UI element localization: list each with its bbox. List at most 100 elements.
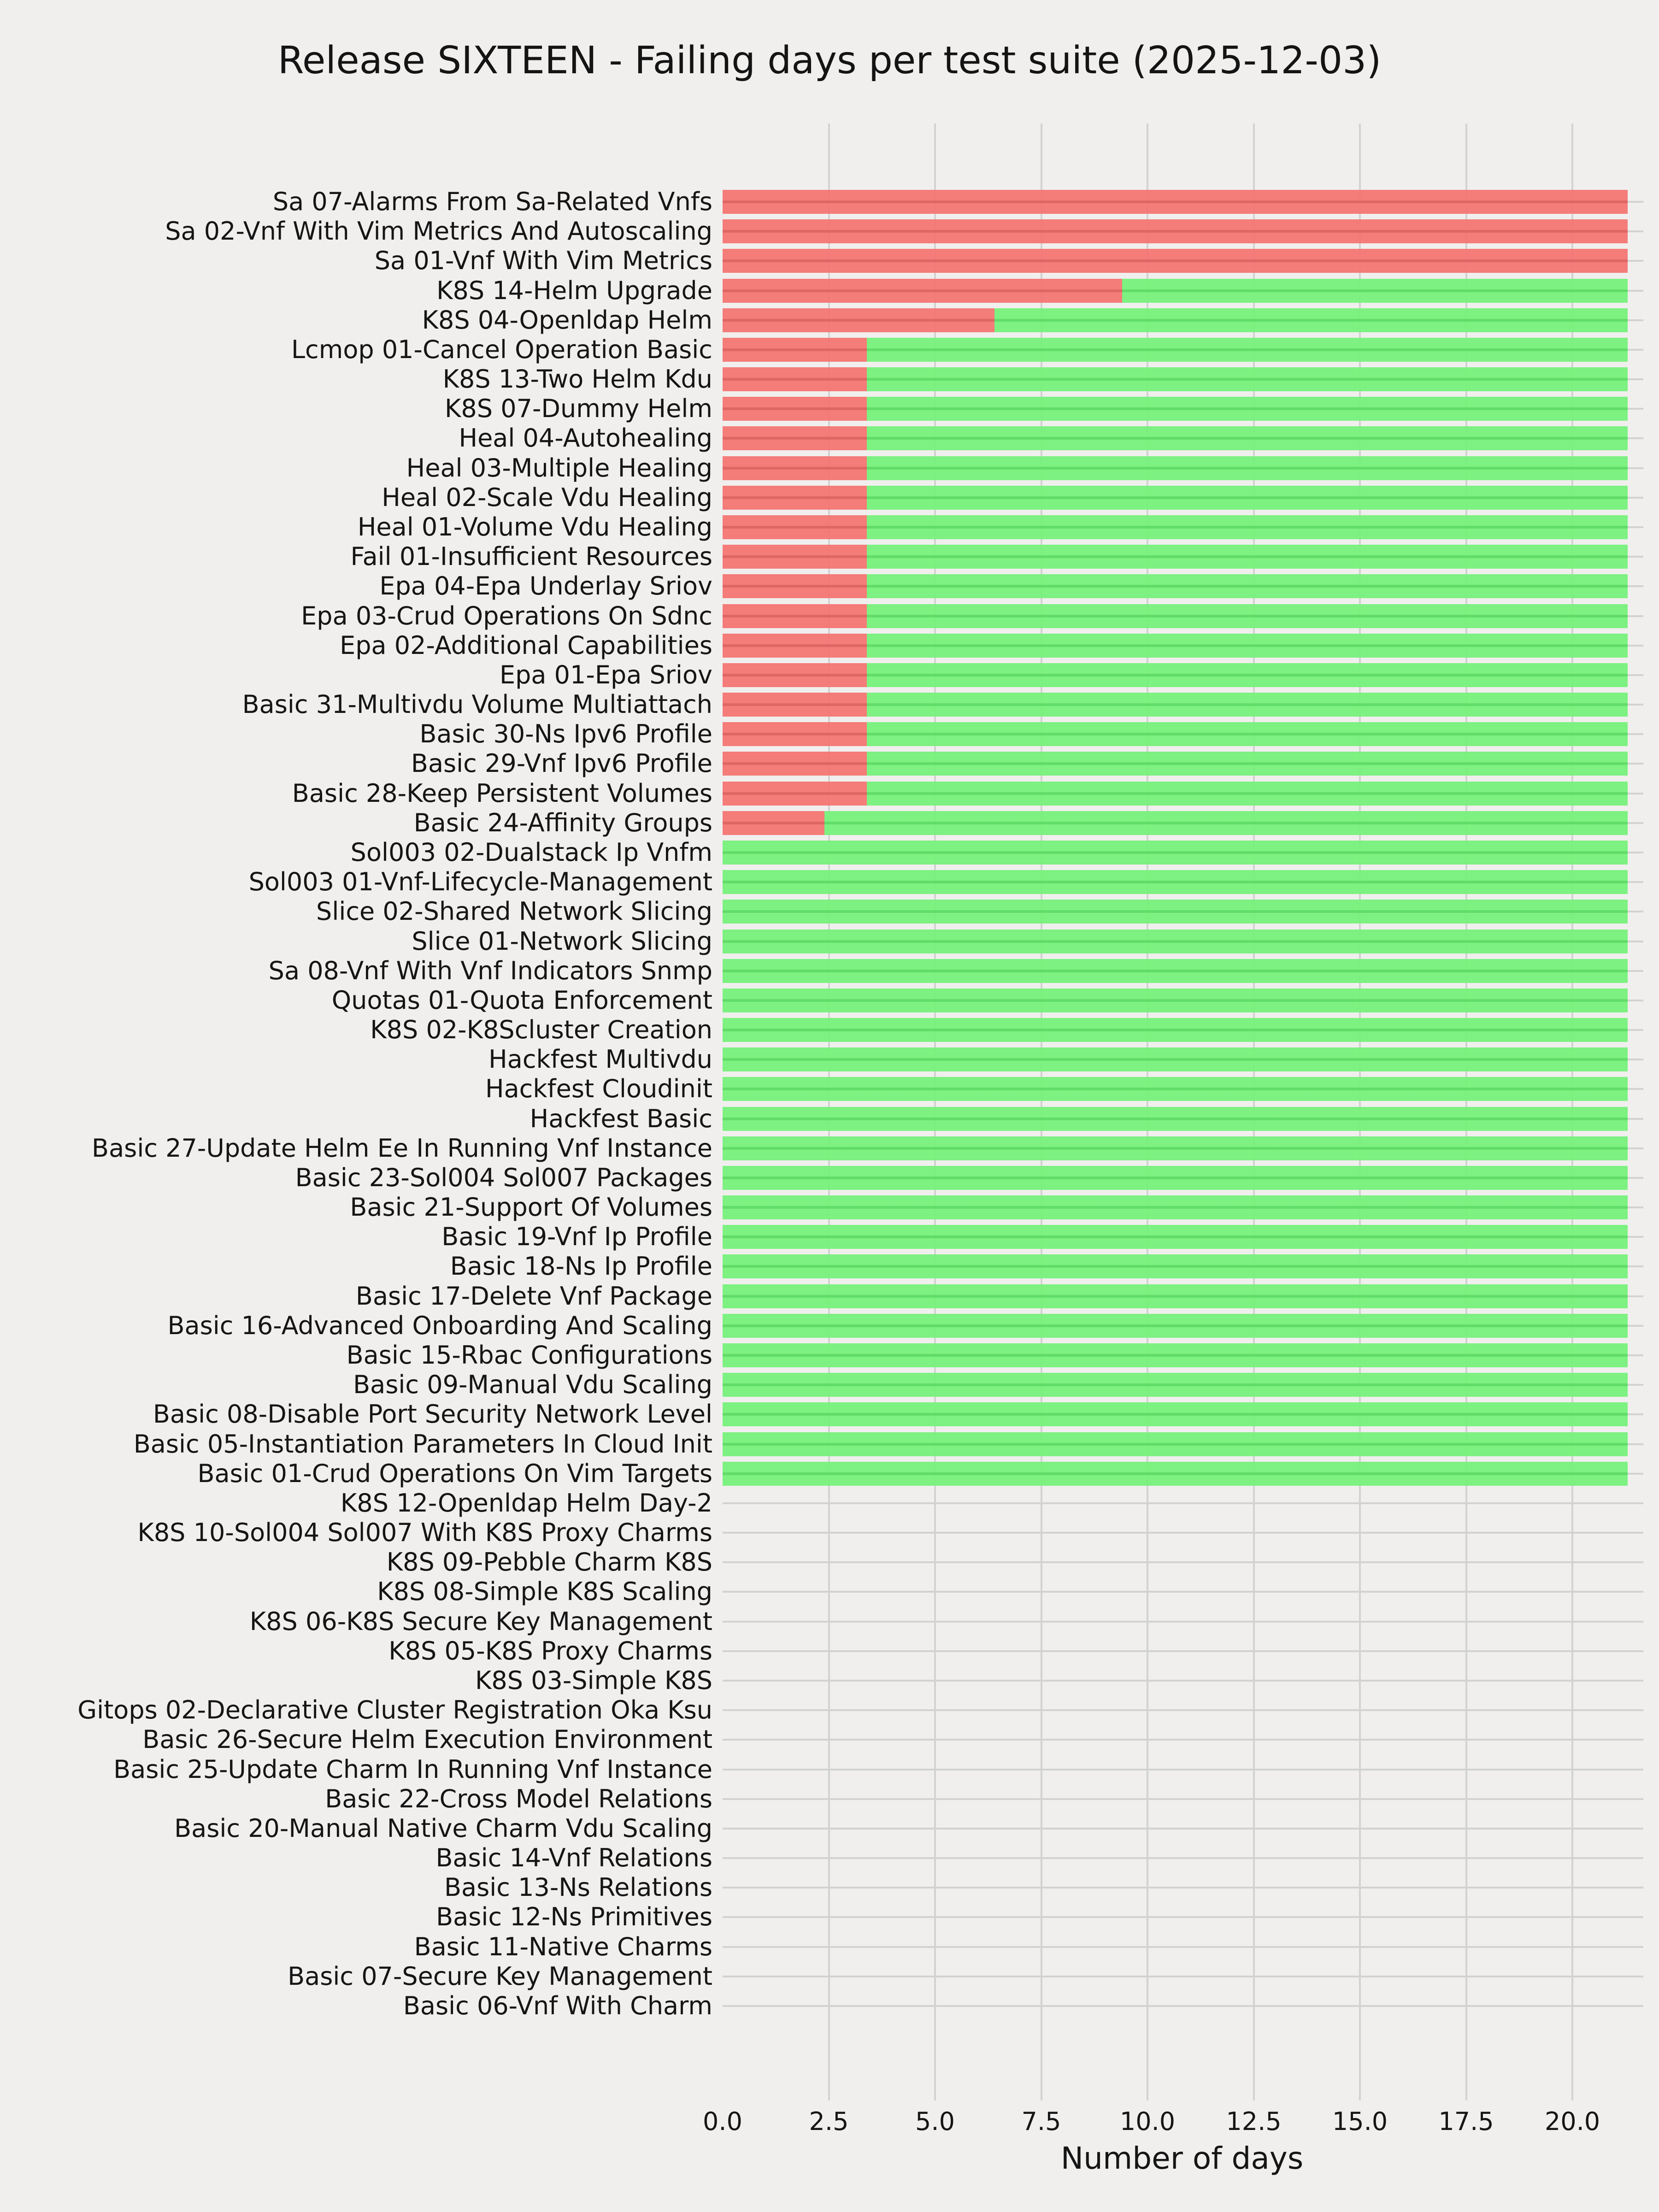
x-tick-label: 2.5 [809, 2107, 849, 2136]
y-tick-label: Lcmop 01-Cancel Operation Basic [291, 335, 712, 364]
y-tick-label: Basic 29-Vnf Ipv6 Profile [411, 749, 712, 778]
bar-failing-segment [723, 515, 867, 539]
bar-failing-segment [723, 811, 825, 835]
y-tick-label: Quotas 01-Quota Enforcement [331, 985, 712, 1015]
y-tick-label: K8S 09-Pebble Charm K8S [386, 1547, 712, 1577]
bar-passing-segment [723, 929, 1628, 953]
bar-passing-segment [867, 456, 1628, 480]
y-tick-label: Basic 26-Secure Helm Execution Environme… [142, 1725, 712, 1754]
y-tick-label: Heal 04-Autohealing [459, 424, 712, 453]
bar-failing-segment [723, 633, 867, 658]
bar-passing-segment [867, 752, 1628, 776]
bar-failing-segment [723, 722, 867, 747]
gridline-y [723, 1709, 1643, 1712]
y-tick-label: Basic 05-Instantiation Parameters In Clo… [133, 1429, 712, 1459]
y-tick-label: K8S 02-K8Scluster Creation [370, 1015, 712, 1045]
x-tick-label: 5.0 [915, 2107, 955, 2136]
y-tick-label: Sa 08-Vnf With Vnf Indicators Snmp [268, 956, 712, 985]
bar-failing-segment [723, 426, 867, 451]
y-tick-label: Basic 01-Crud Operations On Vim Targets [197, 1459, 712, 1488]
y-tick-label: K8S 14-Helm Upgrade [436, 276, 712, 305]
bar-failing-segment [723, 693, 867, 717]
x-tick-label: 20.0 [1544, 2107, 1600, 2136]
y-tick-label: Basic 20-Manual Native Charm Vdu Scaling [174, 1813, 712, 1843]
y-tick-label: Basic 27-Update Helm Ee In Running Vnf I… [92, 1133, 712, 1163]
gridline-y [723, 1857, 1643, 1859]
bar-passing-segment [867, 574, 1628, 599]
y-tick-label: K8S 07-Dummy Helm [445, 394, 712, 424]
bar-passing-segment [867, 485, 1628, 510]
bar-failing-segment [723, 781, 867, 806]
x-tick-label: 0.0 [703, 2107, 742, 2136]
y-tick-label: Epa 04-Epa Underlay Sriov [379, 571, 712, 601]
y-tick-label: K8S 10-Sol004 Sol007 With K8S Proxy Char… [137, 1518, 712, 1547]
bar-passing-segment [723, 1136, 1628, 1160]
y-tick-label: Basic 24-Affinity Groups [413, 808, 712, 837]
y-tick-label: K8S 03-Simple K8S [475, 1666, 712, 1695]
y-tick-label: Sol003 02-Dualstack Ip Vnfm [350, 837, 712, 867]
bar-passing-segment [867, 367, 1628, 392]
bar-failing-segment [723, 663, 867, 687]
bar-passing-segment [723, 1284, 1628, 1308]
y-tick-label: K8S 05-K8S Proxy Charms [388, 1636, 712, 1665]
bar-passing-segment [723, 1047, 1628, 1072]
bar-passing-segment [867, 722, 1628, 747]
bar-failing-segment [723, 249, 1628, 273]
bar-passing-segment [867, 604, 1628, 628]
x-tick-label: 7.5 [1021, 2107, 1061, 2136]
gridline-y [723, 1561, 1643, 1564]
gridline-y [723, 1916, 1643, 1918]
y-tick-label: Sol003 01-Vnf-Lifecycle-Management [248, 867, 712, 897]
gridline-y [723, 1739, 1643, 1741]
bar-failing-segment [723, 278, 1122, 303]
y-tick-label: Basic 28-Keep Persistent Volumes [292, 778, 712, 808]
gridline-y [723, 1887, 1643, 1889]
bar-passing-segment [723, 1373, 1628, 1397]
y-tick-label: K8S 13-Two Helm Kdu [442, 365, 712, 394]
y-tick-label: Basic 14-Vnf Relations [435, 1843, 713, 1873]
y-tick-label: Basic 25-Update Charm In Running Vnf Ins… [113, 1754, 712, 1784]
bar-passing-segment [723, 1313, 1628, 1338]
bar-passing-segment [723, 1165, 1628, 1190]
y-tick-label: Basic 31-Multivdu Volume Multiattach [242, 690, 712, 719]
y-tick-label: Epa 01-Epa Sriov [500, 660, 712, 689]
x-axis-title: Number of days [1060, 2141, 1304, 2176]
y-tick-label: Basic 30-Ns Ipv6 Profile [419, 719, 712, 749]
bar-passing-segment [867, 545, 1628, 569]
y-tick-label: Basic 11-Native Charms [414, 1932, 712, 1961]
y-tick-label: Basic 09-Manual Vdu Scaling [353, 1370, 712, 1400]
bar-passing-segment [824, 811, 1628, 835]
y-tick-label: Slice 02-Shared Network Slicing [316, 897, 712, 926]
gridline-y [723, 1768, 1643, 1771]
y-tick-label: Basic 06-Vnf With Charm [403, 1991, 712, 2020]
y-tick-label: K8S 08-Simple K8S Scaling [377, 1577, 712, 1606]
bar-passing-segment [723, 1461, 1628, 1486]
y-tick-label: Heal 02-Scale Vdu Healing [382, 482, 712, 512]
bar-passing-segment [1122, 278, 1628, 303]
y-tick-label: K8S 12-Openldap Helm Day-2 [340, 1488, 712, 1518]
bar-passing-segment [723, 870, 1628, 894]
gridline-y [723, 1650, 1643, 1652]
y-tick-label: Basic 15-Rbac Configurations [346, 1341, 712, 1370]
bar-failing-segment [723, 485, 867, 510]
bar-passing-segment [867, 663, 1628, 687]
bar-passing-segment [867, 781, 1628, 806]
y-tick-label: Heal 03-Multiple Healing [406, 453, 712, 482]
y-tick-label: Basic 12-Ns Primitives [436, 1902, 712, 1932]
bar-failing-segment [723, 456, 867, 480]
bar-passing-segment [723, 1402, 1628, 1427]
y-tick-label: Basic 16-Advanced Onboarding And Scaling [167, 1311, 712, 1340]
y-tick-label: K8S 04-Openldap Helm [422, 305, 712, 335]
bar-passing-segment [723, 900, 1628, 924]
y-tick-label: Basic 13-Ns Relations [444, 1873, 712, 1902]
y-tick-label: Basic 21-Support Of Volumes [350, 1193, 712, 1222]
bar-passing-segment [723, 1018, 1628, 1042]
bar-failing-segment [723, 545, 867, 569]
bar-passing-segment [867, 397, 1628, 421]
y-tick-label: Sa 02-Vnf With Vim Metrics And Autoscali… [165, 217, 712, 246]
bar-passing-segment [994, 308, 1628, 332]
x-tick-label: 10.0 [1119, 2107, 1176, 2136]
bar-failing-segment [723, 752, 867, 776]
gridline-y [723, 1975, 1643, 1977]
